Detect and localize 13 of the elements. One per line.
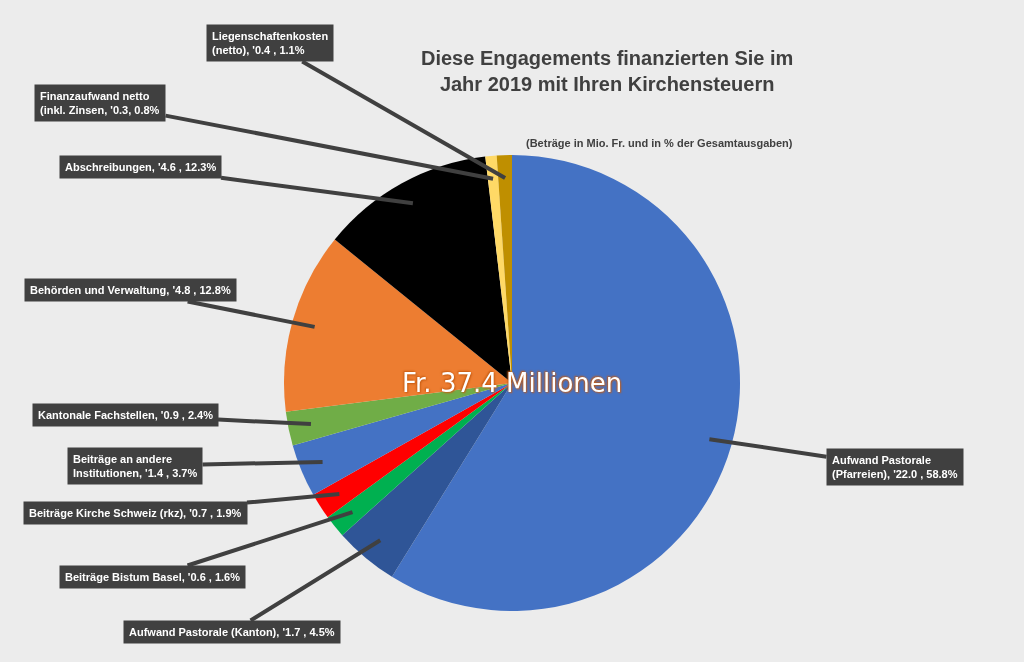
pie-slice (391, 155, 740, 611)
slice-label: Abschreibungen, '4.6 , 12.3% (65, 161, 217, 173)
text: Diese Engagements finanzierten Sie im Jahr 2019 mit Ihren Kirchensteuern (421, 47, 794, 95)
slice-label: Kantonale Fachstellen, '0.9 , 2.4% (38, 409, 214, 421)
slice-label: Aufwand Pastorale (Kanton), '1.7 , 4.5% (129, 626, 335, 638)
slice-label: Aufwand Pastorale (Pfarreien), '22.0 , 58.8% (832, 454, 958, 481)
slice-label: Finanzaufwand netto (inkl. Zinsen, '0.3, 0.8% (40, 90, 160, 117)
slice-label: Beiträge Bistum Basel, '0.6 , 1.6% (65, 571, 241, 583)
slice-label: Liegenschaftenkosten (netto), '0.4 , 1.1% (212, 30, 329, 57)
slice-label: Beiträge an andere Institutionen, '1.4 , 3.7% (73, 453, 198, 480)
text: (Beträge in Mio. Fr. und in % der Gesamtausgaben) (526, 137, 793, 149)
slice-label: Beiträge Kirche Schweiz (rkz), '0.7 , 1.9% (29, 507, 242, 519)
slice-label: Behörden und Verwaltung, '4.8 , 12.8% (30, 284, 231, 296)
